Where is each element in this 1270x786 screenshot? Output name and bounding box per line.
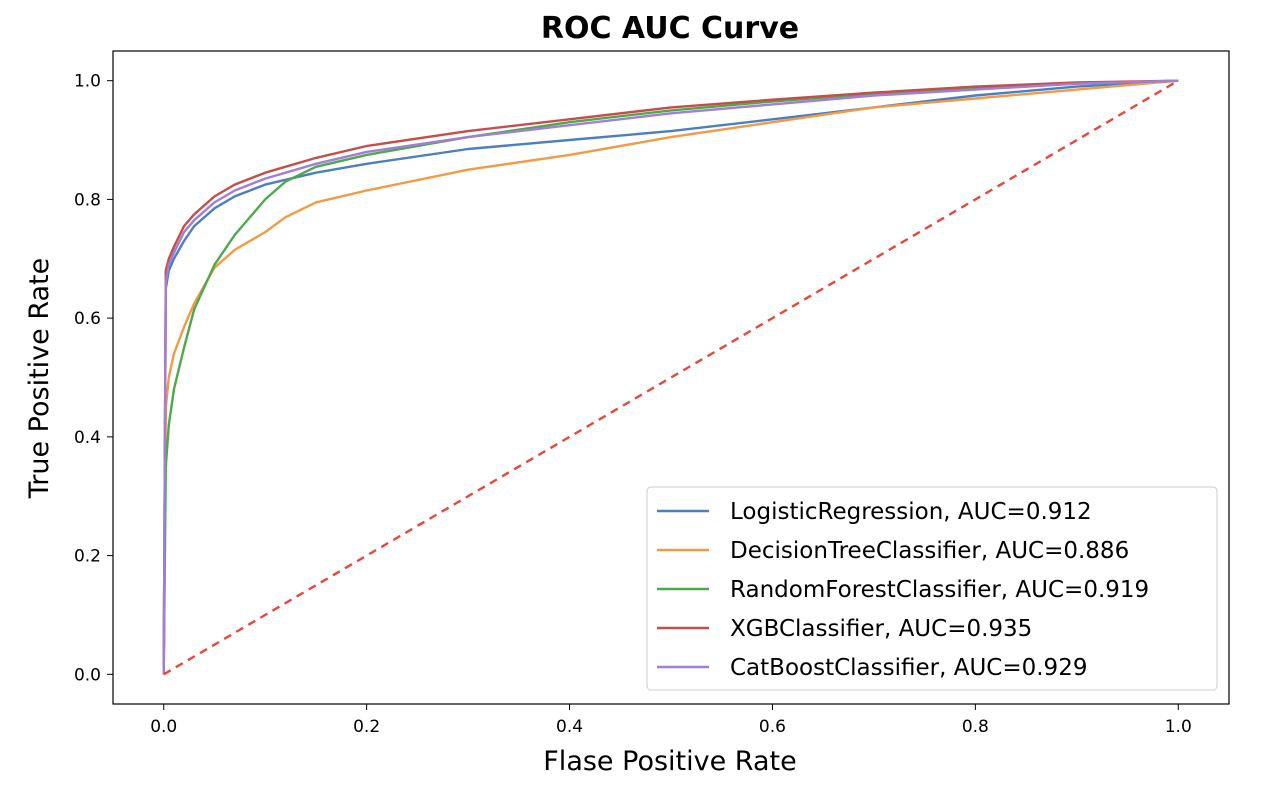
y-tick-label: 0.8 <box>74 190 101 210</box>
y-tick-label: 1.0 <box>74 72 101 92</box>
legend-label-1: LogisticRegression, AUC=0.912 <box>730 499 1092 525</box>
series-line-4 <box>162 79 1179 675</box>
x-tick-label: 0.0 <box>150 717 177 737</box>
legend: LogisticRegression, AUC=0.912 DecisionTre… <box>646 486 1218 691</box>
x-tick-label: 0.8 <box>962 717 989 737</box>
chart-title: ROC AUC Curve <box>541 11 799 46</box>
y-axis-label: True Positive Rate <box>24 258 55 500</box>
series-line-3 <box>162 79 1179 675</box>
legend-label-5: CatBoostClassifier, AUC=0.929 <box>730 655 1087 681</box>
y-tick-label: 0.4 <box>74 428 101 448</box>
plot-frame <box>112 50 1230 705</box>
x-axis-label: Flase Positive Rate <box>543 746 796 777</box>
axis-ticks: 0.0 0.2 0.4 0.6 0.8 1.0 0.0 0.2 0.4 0.6 0.8 1.0 <box>74 72 1192 737</box>
series-line-5 <box>162 79 1179 675</box>
legend-label-4: XGBClassifier, AUC=0.935 <box>730 616 1032 642</box>
y-tick-label: 0.6 <box>74 309 101 329</box>
y-tick-label: 0.0 <box>74 665 101 685</box>
series-line-2 <box>162 79 1179 675</box>
legend-label-3: RandomForestClassifier, AUC=0.919 <box>730 577 1149 603</box>
x-tick-label: 0.6 <box>759 717 786 737</box>
legend-box <box>646 486 1218 691</box>
x-tick-label: 1.0 <box>1165 717 1192 737</box>
legend-label-2: DecisionTreeClassifier, AUC=0.886 <box>730 538 1129 564</box>
plot-area <box>162 79 1179 676</box>
y-tick-label: 0.2 <box>74 547 101 567</box>
x-tick-label: 0.4 <box>556 717 583 737</box>
x-tick-label: 0.2 <box>353 717 380 737</box>
